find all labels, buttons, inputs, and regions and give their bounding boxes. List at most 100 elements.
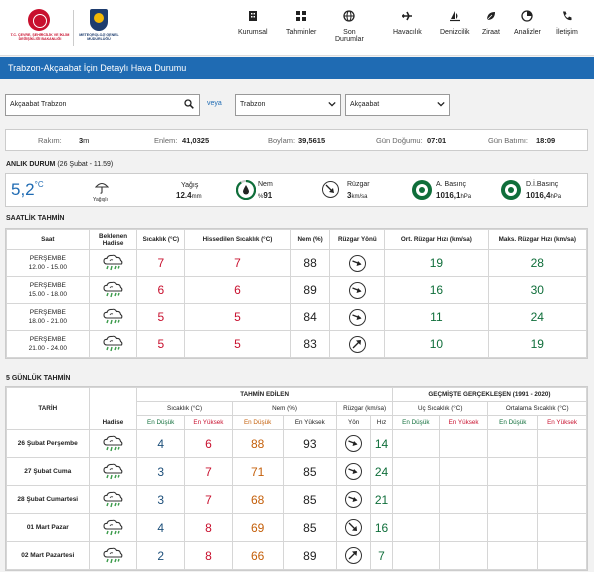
umbrella-icon [95, 182, 109, 194]
daily-humidity-min: 66 [231, 541, 284, 570]
abasinc-unit: hPa [460, 194, 472, 200]
daily-temp-min: 3 [136, 457, 186, 486]
rain-cloud-icon [103, 463, 123, 479]
daily-humidity-max: 93 [282, 429, 338, 458]
daily-wind-speed: 7 [370, 541, 393, 570]
chart-icon [520, 10, 534, 22]
hourly-range: 21.00 - 24.00 [28, 345, 67, 352]
nav-item-analizler[interactable]: Analizler [514, 10, 541, 36]
nav-item-son-durumlar[interactable]: Son Durumlar [335, 10, 364, 43]
hourly-range: 15.00 - 18.00 [28, 291, 67, 298]
hourly-time: PERŞEMBE 18.00 - 21.00 [6, 303, 90, 331]
hourly-wind-max: 24 [487, 303, 588, 331]
daily-wind-speed: 24 [370, 457, 393, 486]
current-title: ANLIK DURUM [6, 161, 56, 168]
search-icon[interactable] [184, 99, 194, 109]
rain-cloud-icon [103, 335, 123, 352]
daily-row: 27 Şubat Cuma 3 7 71 85 24 [6, 457, 587, 486]
hourly-wind-max: 30 [487, 276, 588, 304]
hourly-humidity: 83 [289, 330, 331, 358]
hourly-feels: 5 [184, 330, 291, 358]
col-header-sicaklik-dusuk: En Düşük [136, 415, 186, 430]
hourly-row: PERŞEMBE 21.00 - 24.00 5 5 83 10 19 [6, 330, 588, 358]
hourly-wind-dir [329, 276, 386, 304]
daily-temp-max: 7 [184, 485, 233, 514]
col-header-nem-dusuk: En Düşük [231, 415, 284, 430]
hourly-wind-avg: 16 [384, 276, 489, 304]
phone-icon [560, 10, 574, 22]
daily-hist-uc-min [391, 541, 440, 570]
daily-hist-uc-min [391, 429, 440, 458]
ruzgar-unit: km/sa [351, 194, 368, 200]
hourly-wind-max: 28 [487, 249, 588, 277]
daily-hist-ort-max [537, 457, 587, 486]
daily-wind-speed: 16 [370, 513, 393, 542]
nem-value: 91 [263, 191, 273, 200]
abasinc-value: 1016,1 [436, 191, 461, 200]
location-search-value: Akçaabat Trabzon [10, 101, 67, 108]
page-title: Trabzon-Akçaabat İçin Detaylı Hava Durum… [0, 57, 594, 79]
daily-date: 28 Şubat Cumartesi [6, 485, 90, 514]
sail-icon [448, 10, 462, 22]
wind-direction-arrow-icon [345, 491, 363, 508]
hourly-time: PERŞEMBE 21.00 - 24.00 [6, 330, 90, 358]
daily-hist-uc-max [438, 541, 489, 570]
hourly-col-header: Hissedilen Sıcaklık (°C) [184, 229, 291, 250]
mgm-logo[interactable]: METEOROLOJİ GENEL MÜDÜRLÜĞÜ [78, 9, 120, 49]
rain-cloud-icon [103, 281, 123, 298]
nav-item-label: İletişim [556, 29, 578, 36]
daily-hist-uc-max [438, 485, 489, 514]
rain-cloud-icon [103, 254, 123, 271]
ministry-logo[interactable]: T.C. ÇEVRE, ŞEHİRCİLİK VE İKLİM DEĞİŞİKL… [9, 9, 69, 49]
daily-temp-min: 3 [136, 485, 186, 514]
nav-item-denizcilik[interactable]: Denizcilik [440, 10, 470, 36]
gun-dogumu-label: Gün Doğumu: [376, 136, 423, 145]
hourly-temp: 6 [136, 276, 186, 304]
location-search-input[interactable]: Akçaabat Trabzon [5, 94, 200, 116]
hourly-temp: 5 [136, 330, 186, 358]
daily-row: 01 Mart Pazar 4 8 69 85 16 [6, 513, 587, 542]
daily-temp-max: 6 [184, 429, 233, 458]
hourly-day: PERŞEMBE [29, 308, 66, 316]
rain-cloud-icon [103, 547, 123, 563]
abasinc-label: A. Basınç [436, 181, 466, 188]
nav-item-ziraat[interactable]: Ziraat [482, 10, 500, 36]
col-header-ort-yuksek: En Yüksek [537, 415, 587, 430]
daily-section-title: 5 GÜNLÜK TAHMİN [6, 375, 71, 382]
nem-label: Nem [258, 181, 273, 188]
hourly-temp: 5 [136, 303, 186, 331]
rakim-unit: m [83, 136, 90, 145]
nav-item-kurumsal[interactable]: Kurumsal [238, 10, 268, 36]
col-header-hiz: Hız [370, 415, 393, 430]
ministry-seal-icon [28, 9, 50, 31]
hourly-range: 12.00 - 15.00 [28, 264, 67, 271]
yagis-label: Yağış [181, 182, 199, 189]
leaf-icon [484, 10, 498, 22]
daily-wind-dir [336, 485, 372, 514]
rain-cloud-icon [103, 435, 123, 451]
nav-item-tahminler[interactable]: Tahminler [286, 10, 316, 36]
nav-item-i̇letişim[interactable]: İletişim [556, 10, 578, 36]
hourly-wind-dir [329, 303, 386, 331]
daily-date: 27 Şubat Cuma [6, 457, 90, 486]
rain-cloud-icon [103, 308, 123, 325]
nav-item-havacılık[interactable]: Havacılık [393, 10, 422, 36]
district-select[interactable]: Akçaabat [345, 94, 450, 116]
building-icon [246, 10, 260, 22]
hourly-humidity: 84 [289, 303, 331, 331]
rain-cloud-icon [103, 491, 123, 507]
daily-temp-max: 8 [184, 541, 233, 570]
pressure-gauge-icon [412, 180, 432, 200]
hourly-col-header: Maks. Rüzgar Hızı (km/sa) [487, 229, 588, 250]
hourly-wind-avg: 11 [384, 303, 489, 331]
col-header-tahmin: TAHMİN EDİLEN [136, 387, 393, 402]
chevron-down-icon [328, 101, 336, 107]
wind-direction-arrow-icon [348, 308, 366, 326]
hourly-wind-max: 19 [487, 330, 588, 358]
hourly-time: PERŞEMBE 15.00 - 18.00 [6, 276, 90, 304]
daily-weather [88, 485, 138, 514]
daily-hist-ort-max [537, 429, 587, 458]
daily-hist-ort-max [537, 541, 587, 570]
province-select[interactable]: Trabzon [235, 94, 341, 116]
daily-date: 02 Mart Pazartesi [6, 541, 90, 570]
